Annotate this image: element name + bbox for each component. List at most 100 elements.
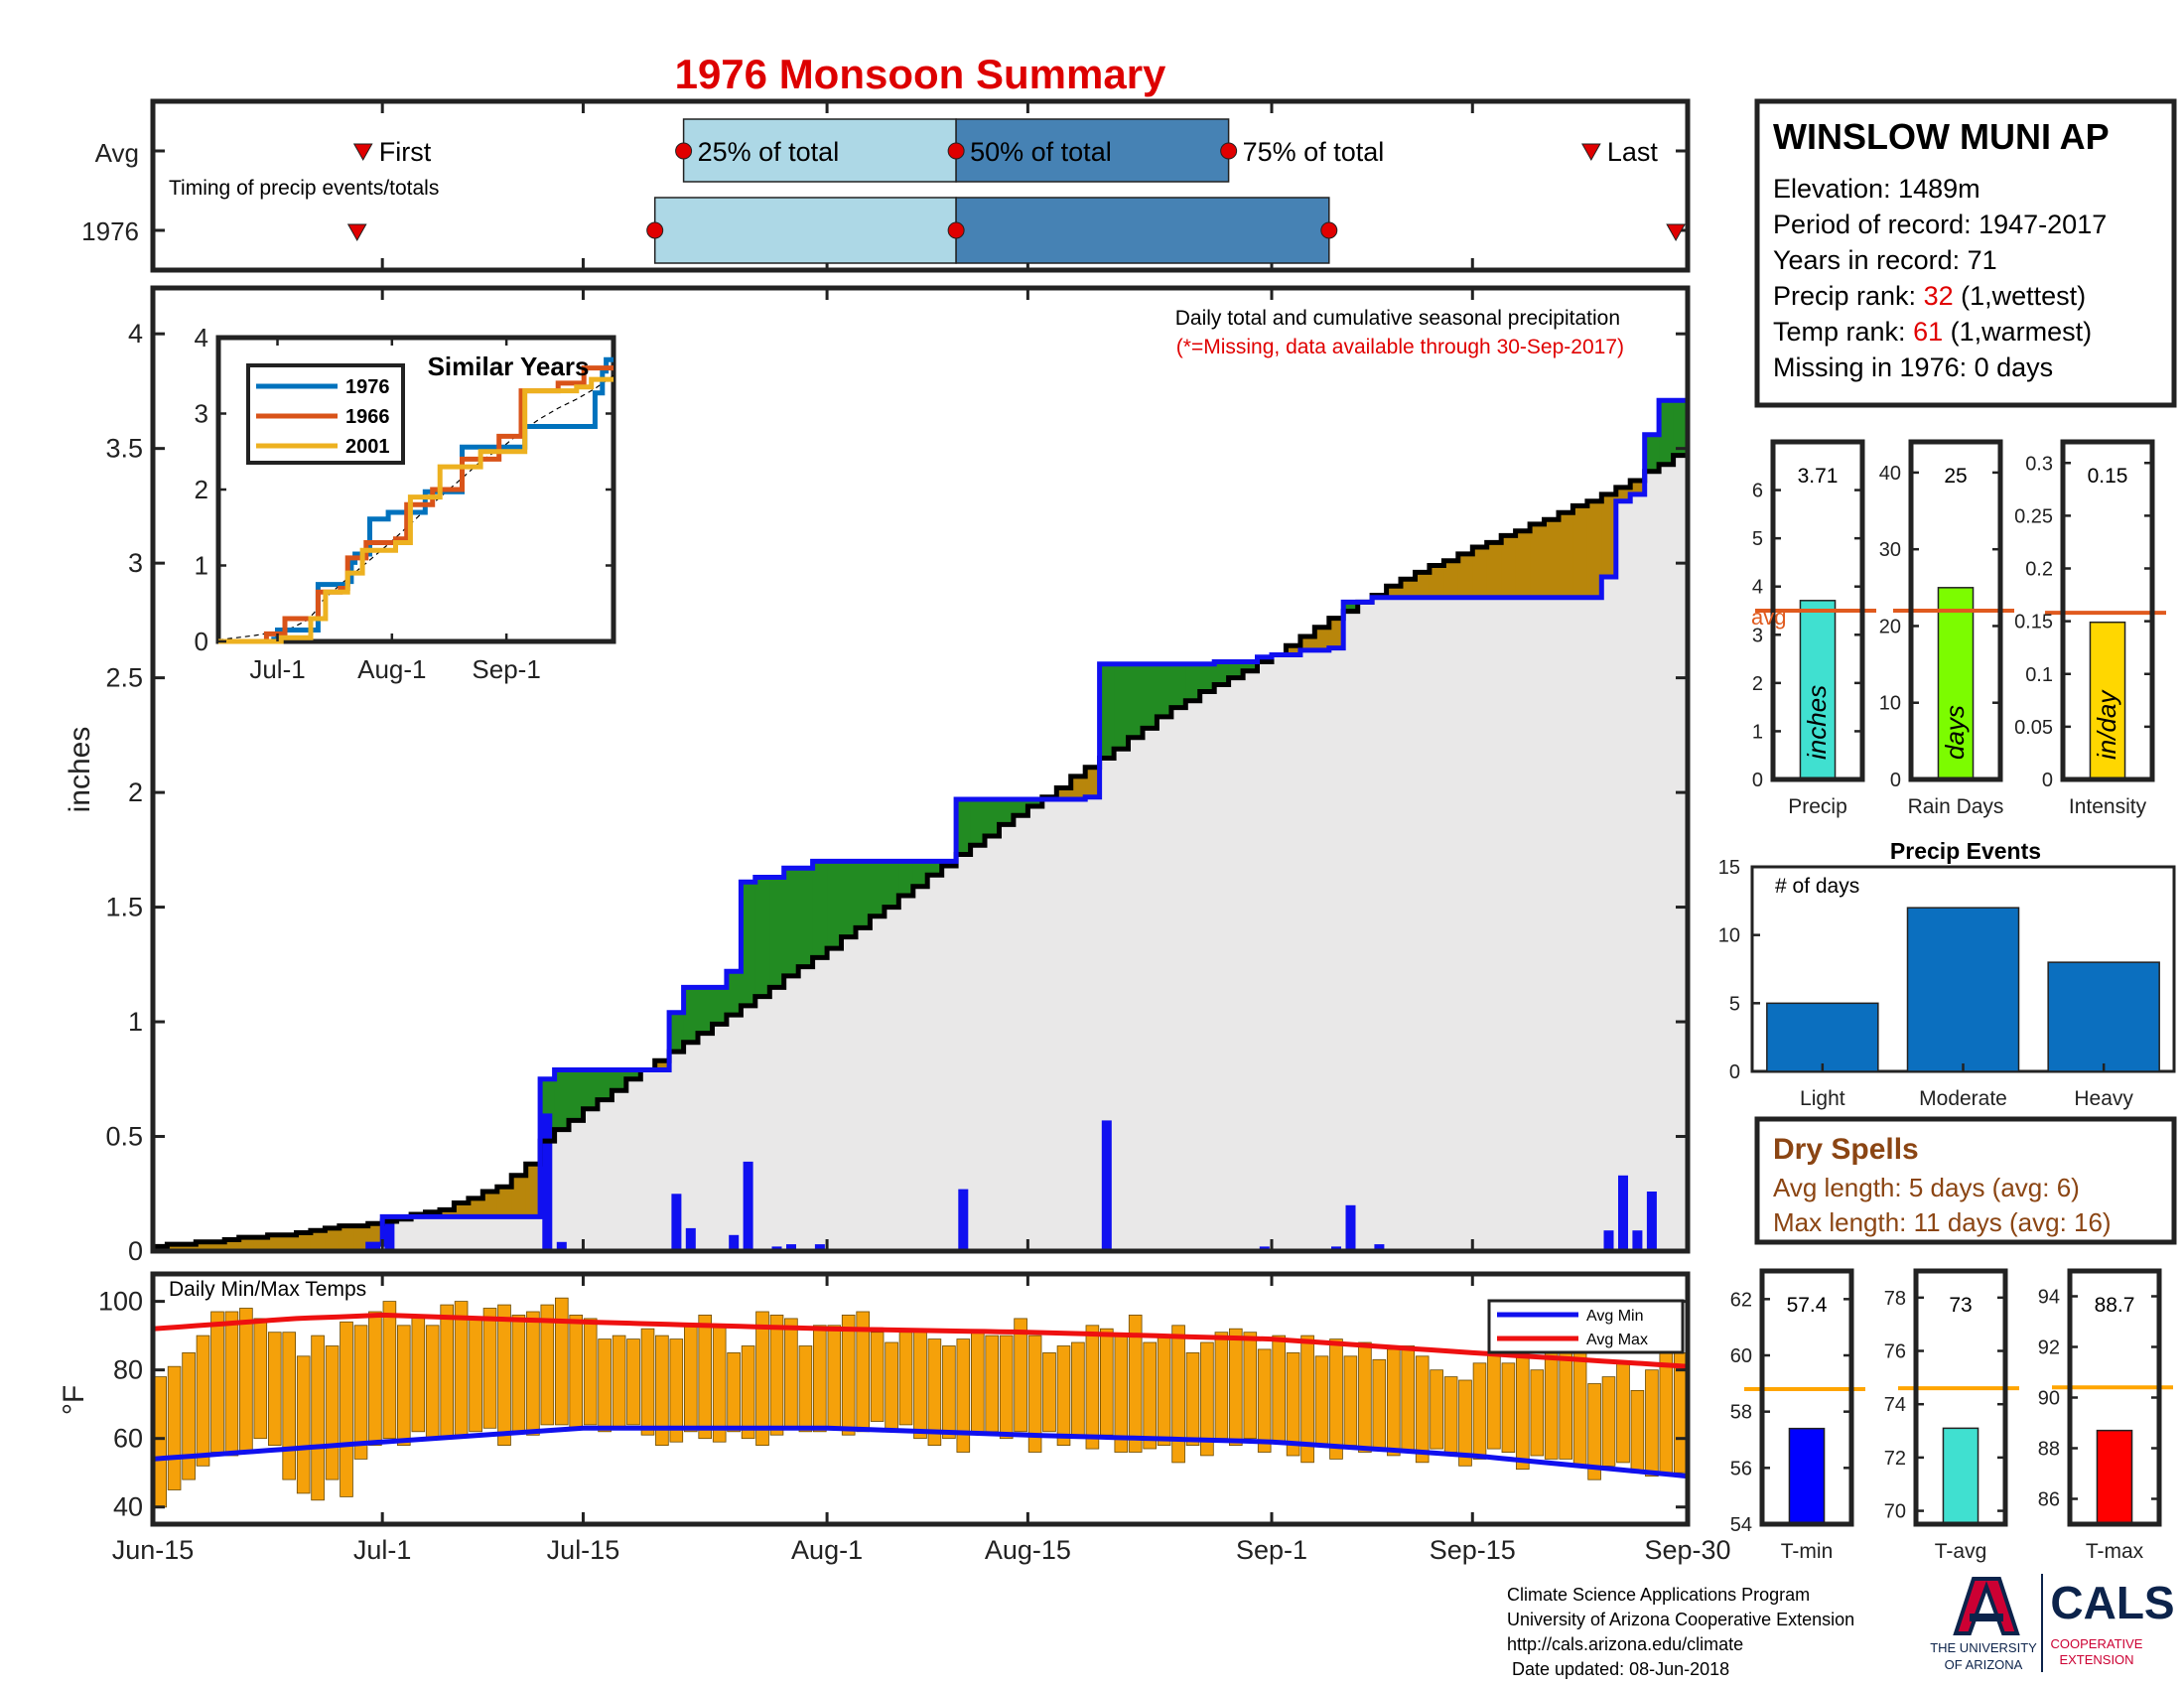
below-normal-fill — [282, 1234, 297, 1251]
daily-precip-bar — [1603, 1230, 1614, 1251]
daily-temp-range-bar — [396, 1325, 411, 1447]
rain-days-panel-tick-label: 30 — [1879, 539, 1901, 561]
precip-total-panel-tick-label: 1 — [1752, 721, 1763, 743]
footer-line-4: Date updated: 08-Jun-2018 — [1507, 1659, 1729, 1679]
daily-temp-range-bar — [898, 1332, 913, 1426]
daily-temp-range-bar — [712, 1325, 727, 1443]
normal-fill-day — [482, 1216, 498, 1251]
precip-total-panel-value: 3.71 — [1798, 465, 1839, 488]
intensity-panel-tick-label: 0.2 — [2025, 559, 2053, 581]
tmin-panel-value: 57.4 — [1787, 1294, 1828, 1317]
footer-line-1: Climate Science Applications Program — [1507, 1585, 1810, 1605]
daily-temp-range-bar — [1286, 1352, 1300, 1457]
normal-fill-day — [496, 1216, 512, 1251]
below-normal-fill — [511, 1175, 527, 1217]
below-normal-fill — [224, 1239, 240, 1251]
normal-fill-day — [654, 1069, 670, 1251]
below-normal-fill — [167, 1244, 183, 1251]
above-normal-fill — [985, 799, 1000, 836]
daily-temp-range-bar — [1487, 1352, 1501, 1450]
daily-temp-range-bar — [1100, 1328, 1114, 1436]
above-normal-fill — [841, 861, 857, 937]
above-normal-fill — [683, 987, 699, 1043]
tavg-panel-tick-label: 74 — [1884, 1394, 1906, 1416]
below-normal-fill — [1056, 787, 1072, 799]
date-tick-label: Sep-30 — [1644, 1535, 1730, 1565]
tmin-panel-tick-label: 54 — [1730, 1514, 1752, 1536]
daily-temp-range-bar — [1243, 1332, 1258, 1440]
intensity-panel-value: 0.15 — [2088, 465, 2128, 488]
events-x-label: Moderate — [1919, 1087, 2007, 1110]
tmax-panel-value: 88.7 — [2095, 1294, 2135, 1317]
daily-temp-range-bar — [1601, 1376, 1616, 1467]
below-normal-fill — [209, 1241, 225, 1251]
normal-fill-day — [1243, 670, 1259, 1251]
date-tick-label: Sep-1 — [1236, 1535, 1307, 1565]
above-normal-fill — [554, 1069, 570, 1130]
inset-axes: 0 1 2 3 4 Jul-1 Aug-1 Sep-1 — [195, 323, 614, 684]
station-name: WINSLOW MUNI AP — [1773, 116, 2110, 157]
dry-spells-title: Dry Spells — [1773, 1133, 1919, 1166]
timing-label-50pct: 50% of total — [970, 137, 1112, 167]
below-normal-fill — [454, 1202, 470, 1217]
daily-temp-range-bar — [1314, 1355, 1329, 1447]
cals-wordmark: CALS — [2050, 1577, 2174, 1628]
ua-line-2: OF ARIZONA — [1945, 1657, 2023, 1672]
station-detail-label: Elevation: 1489m — [1773, 174, 1980, 204]
below-normal-fill — [1559, 512, 1573, 598]
below-normal-fill — [1429, 565, 1444, 598]
daily-temp-range-bar — [296, 1355, 311, 1494]
above-normal-fill — [1027, 799, 1043, 806]
normal-fill-day — [1515, 597, 1531, 1251]
normal-fill-day — [1085, 796, 1101, 1251]
inset-series-lines — [218, 356, 614, 644]
normal-fill-day — [1659, 464, 1675, 1251]
daily-temp-range-bar — [411, 1315, 426, 1433]
below-normal-fill — [1472, 547, 1488, 598]
daily-temp-range-bar — [1014, 1318, 1027, 1433]
timing-label-first: First — [379, 137, 432, 167]
events-bar — [2047, 961, 2160, 1072]
tavg-panel-tick-label: 78 — [1884, 1288, 1906, 1310]
rain-days-panel-tick-label: 0 — [1890, 770, 1901, 791]
year-quartile-box-lower — [653, 197, 957, 264]
normal-fill-day — [1443, 597, 1459, 1251]
daily-temp-range-bar — [885, 1341, 898, 1433]
inset-x-tick-label: Sep-1 — [472, 654, 540, 684]
precip-y-tick-label: 1 — [128, 1007, 143, 1037]
precip-y-tick-label: 2 — [128, 777, 143, 807]
normal-fill-day — [1415, 597, 1431, 1251]
daily-temp-range-bar — [870, 1332, 885, 1422]
below-normal-fill — [496, 1187, 512, 1217]
normal-fill-day — [1027, 806, 1043, 1251]
below-normal-fill — [482, 1192, 498, 1217]
inset-line-2001 — [218, 376, 614, 644]
daily-temp-range-bar — [1257, 1348, 1272, 1453]
daily-temp-range-bar — [382, 1301, 397, 1440]
station-frame — [1754, 98, 2177, 408]
tmin-panel-tick-label: 56 — [1730, 1458, 1752, 1479]
year-first-marker-icon — [346, 223, 367, 242]
timing-label-last: Last — [1607, 137, 1659, 167]
normal-fill-day — [941, 866, 957, 1251]
daily-temp-range-bar — [425, 1325, 440, 1440]
daily-temp-range-bar — [511, 1315, 526, 1433]
dry-spells-frame — [1754, 1116, 2177, 1245]
daily-temp-range-bar — [1214, 1332, 1229, 1440]
daily-precip-bar — [729, 1234, 740, 1251]
year-q50-marker — [947, 221, 965, 239]
below-normal-fill — [367, 1223, 383, 1245]
normal-fill-day — [927, 875, 943, 1251]
year-quartile-box-upper — [955, 197, 1330, 264]
precip-caption-missing: (*=Missing, data available through 30-Se… — [1176, 336, 1624, 358]
daily-temp-range-bar — [1587, 1383, 1601, 1480]
above-normal-fill — [669, 1012, 685, 1053]
normal-fill-day — [1372, 597, 1388, 1251]
normal-fill-day — [1530, 597, 1546, 1251]
daily-temp-range-bar — [167, 1365, 182, 1490]
precip-total-panel-tick-label: 0 — [1752, 770, 1763, 791]
daily-precip-bar — [1101, 1120, 1112, 1251]
